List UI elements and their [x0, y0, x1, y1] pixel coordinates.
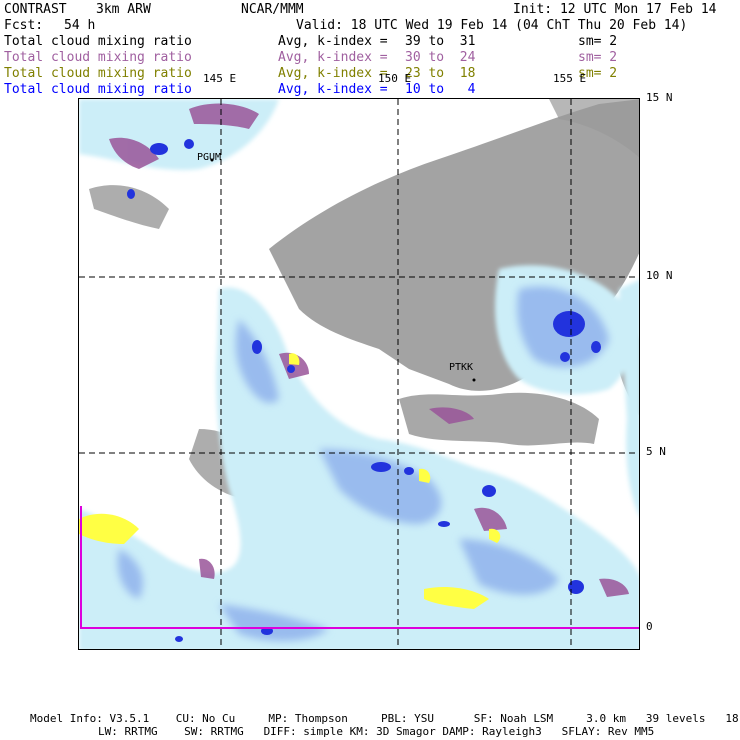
field-name: Total cloud mixing ratio [4, 34, 192, 49]
cloud-core [175, 636, 183, 642]
cloud-core [560, 352, 570, 362]
cloud-region [219, 604, 329, 641]
land-shape [89, 185, 169, 229]
lon-label: 155 E [553, 72, 587, 85]
field-range: 10 to 4 [405, 82, 476, 97]
cloud-region [279, 352, 309, 379]
cloud-region [419, 468, 431, 483]
station-marker [210, 158, 214, 162]
fcst-value: 54 h [64, 18, 96, 33]
field-avg: Avg, k-index = [278, 82, 388, 97]
cloud-region [319, 449, 442, 524]
cloud-core [252, 340, 262, 354]
cloud-region [199, 558, 215, 579]
lat-label: 5 N [646, 445, 666, 458]
cloud-region [235, 319, 279, 403]
field-sm: sm= 2 [578, 50, 618, 65]
field-name: Total cloud mixing ratio [4, 82, 192, 97]
cloud-core [553, 311, 585, 337]
cloud-core [568, 580, 584, 594]
field-name: Total cloud mixing ratio [4, 50, 192, 65]
cloud-region [109, 137, 159, 169]
boundary [80, 506, 639, 629]
cloud-core [287, 365, 295, 373]
cloud-region [474, 507, 507, 531]
field-range: 23 to 18 [405, 66, 476, 81]
field-avg: Avg, k-index = [278, 34, 388, 49]
cloud-region [489, 528, 501, 543]
field-sm: sm= 2 [578, 34, 618, 49]
field-name: Total cloud mixing ratio [4, 66, 192, 81]
station-label: PGUM [197, 152, 222, 163]
fcst-label: Fcst: [4, 18, 44, 33]
field-range: 39 to 31 [405, 34, 476, 49]
cloud-core [591, 341, 601, 353]
cloud-core [184, 139, 194, 149]
cloud-region [189, 103, 259, 129]
lat-label: 0 [646, 620, 653, 633]
cloud-core [404, 467, 414, 475]
valid-time: Valid: 18 UTC Wed 19 Feb 14 (04 ChT Thu … [296, 18, 688, 33]
cloud-region [599, 578, 629, 597]
cloud-region [429, 407, 474, 424]
cloud-core [482, 485, 496, 497]
cloud-core [438, 521, 450, 527]
station-label: PTKK [449, 362, 474, 373]
cloud-core [127, 189, 135, 199]
cloud-region [459, 539, 559, 595]
model-detail: 3km ARW [96, 2, 151, 17]
map-panel: PGUM PTKK [78, 98, 640, 650]
equator-line [80, 506, 639, 629]
lat-label: 15 N [646, 91, 673, 104]
field-sm: sm= 2 [578, 66, 618, 81]
lat-label: 10 N [646, 269, 673, 282]
map-canvas [79, 99, 639, 649]
lon-label: 145 E [203, 72, 237, 85]
cloud-region [424, 587, 489, 609]
init-time: Init: 12 UTC Mon 17 Feb 14 [513, 2, 717, 17]
model-info-line1: Model Info: V3.5.1 CU: No Cu MP: Thompso… [30, 712, 740, 725]
cloud-region [619, 279, 639, 516]
field-avg: Avg, k-index = [278, 50, 388, 65]
cloud-region [289, 353, 300, 365]
model-info-line2: LW: RRTMG SW: RRTMG DIFF: simple KM: 3D … [98, 725, 655, 738]
land-shape [399, 392, 599, 446]
cloud-core [371, 462, 391, 472]
cloud-purple-layer [109, 103, 629, 597]
lon-label: 150 E [378, 72, 412, 85]
station-marker [472, 378, 476, 382]
cloud-region [79, 513, 139, 544]
graticule [79, 99, 639, 649]
model-name: CONTRAST [4, 2, 67, 17]
field-range: 30 to 24 [405, 50, 476, 65]
cloud-core [150, 143, 168, 155]
cloud-region [117, 549, 143, 599]
field-avg: Avg, k-index = [278, 66, 388, 81]
cloud-yellow-layer [79, 353, 501, 609]
center-name: NCAR/MMM [241, 2, 304, 17]
